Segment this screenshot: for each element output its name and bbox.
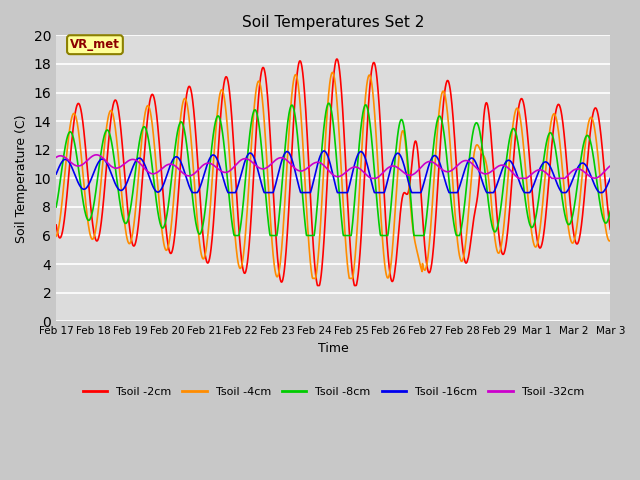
Text: VR_met: VR_met xyxy=(70,38,120,51)
Y-axis label: Soil Temperature (C): Soil Temperature (C) xyxy=(15,114,28,242)
Legend: Tsoil -2cm, Tsoil -4cm, Tsoil -8cm, Tsoil -16cm, Tsoil -32cm: Tsoil -2cm, Tsoil -4cm, Tsoil -8cm, Tsoi… xyxy=(78,383,588,401)
Title: Soil Temperatures Set 2: Soil Temperatures Set 2 xyxy=(242,15,424,30)
X-axis label: Time: Time xyxy=(318,342,349,355)
